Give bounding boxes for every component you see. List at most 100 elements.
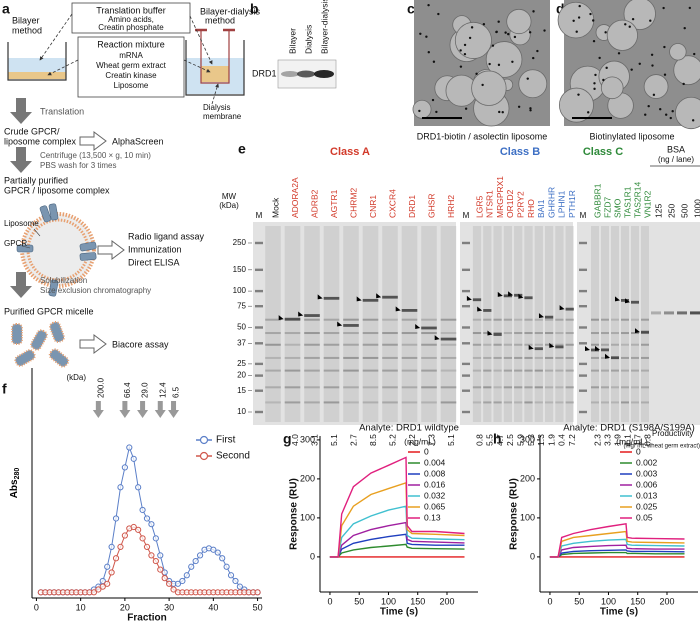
label: Amino acids, <box>108 15 154 24</box>
vesicle <box>506 8 532 35</box>
gold-particle <box>605 66 608 70</box>
ladder-band <box>462 362 470 366</box>
band <box>631 343 639 346</box>
lane-smear <box>641 226 649 422</box>
band <box>362 369 379 372</box>
gold-particle <box>427 3 430 7</box>
data-point <box>139 535 146 542</box>
gold-particle <box>482 23 486 26</box>
band <box>544 343 554 346</box>
target-band <box>284 317 301 321</box>
legend-label: 0.13 <box>424 512 441 522</box>
y-tick-label: 100 <box>520 512 535 522</box>
gold-particle <box>435 110 438 114</box>
band <box>401 332 418 335</box>
ladder-band <box>579 268 587 272</box>
target-band <box>401 309 418 312</box>
ladder-band <box>462 342 470 345</box>
band <box>631 386 639 389</box>
western-blot <box>314 70 334 78</box>
dialysis-beaker <box>185 40 245 96</box>
gold-particle <box>497 20 500 23</box>
data-point <box>219 555 226 562</box>
band <box>524 356 533 359</box>
series-line <box>329 543 465 558</box>
band <box>565 401 574 404</box>
productivity-value: 0.4 <box>557 434 567 446</box>
band <box>503 318 513 321</box>
reagent-box <box>77 36 185 98</box>
gold-particle <box>659 107 662 111</box>
gold-particle <box>511 60 514 63</box>
gold-particle <box>647 104 650 108</box>
class-label: Class C <box>583 146 623 158</box>
x-tick-label: 20 <box>120 602 130 612</box>
productivity-value: 8.5 <box>368 434 378 446</box>
size-marker-label: 6.5 <box>172 386 181 398</box>
productivity-value: 1.1 <box>622 434 632 446</box>
data-point <box>152 557 159 565</box>
ladder-band <box>579 241 587 245</box>
lane-label: HRH2 <box>446 195 456 218</box>
dialysis-beaker <box>200 30 230 84</box>
band <box>440 318 457 321</box>
gold-particle <box>652 93 656 97</box>
marker-lane-label: M <box>256 211 263 220</box>
hollow-arrow <box>97 240 125 260</box>
data-point <box>135 526 142 533</box>
lane-smear <box>534 226 543 422</box>
data-point <box>214 549 221 556</box>
band <box>304 369 320 372</box>
chart-title: Analyte: DRD1 wildtype <box>359 423 459 434</box>
ladder-band <box>255 305 263 308</box>
band-arrowhead <box>497 291 503 297</box>
vesicle <box>606 19 638 51</box>
data-point <box>117 484 124 491</box>
band <box>641 343 649 346</box>
band <box>284 401 301 404</box>
chart-title: Analyte: DRD1 (S198A/S199A) <box>563 423 694 434</box>
lane-label: CXCR4 <box>387 189 397 218</box>
band <box>483 401 492 404</box>
data-point <box>254 589 261 596</box>
label: Creatin phosphate <box>98 23 164 32</box>
dialysis-beaker <box>201 66 229 82</box>
band <box>401 343 418 346</box>
band <box>621 401 629 404</box>
lane-label: BAI1 <box>536 199 546 218</box>
band <box>472 369 482 372</box>
productivity-value: 2.5 <box>505 434 515 446</box>
gpcr <box>48 279 59 297</box>
band <box>421 369 437 372</box>
band-arrowhead <box>585 345 590 351</box>
band <box>534 318 543 321</box>
band <box>483 343 492 346</box>
data-point <box>117 543 124 550</box>
band <box>555 386 564 389</box>
legend-label: 0.065 <box>424 501 446 511</box>
gold-particle <box>693 52 696 56</box>
mw-tick-label: 15 <box>237 386 246 395</box>
x-tick-label: 0 <box>327 596 332 606</box>
band <box>514 356 523 359</box>
legend-title: (mg/mL) <box>404 436 436 446</box>
band <box>544 332 554 335</box>
gel <box>577 222 700 425</box>
gpcr <box>16 244 34 253</box>
band-arrowhead <box>466 295 472 301</box>
lane-label: P2RY2 <box>515 191 525 218</box>
ladder-band <box>462 374 470 377</box>
band-arrowhead <box>487 330 493 336</box>
vesicle <box>669 43 687 61</box>
legend-label: First <box>216 435 236 446</box>
lane-label: LPHN1 <box>557 190 567 218</box>
band <box>611 386 619 389</box>
gold-particle <box>649 19 652 22</box>
target-band <box>483 309 492 312</box>
gold-particle <box>481 83 484 87</box>
label: Reaction mixture <box>97 39 165 49</box>
process-arrow <box>10 272 32 298</box>
band <box>641 369 649 372</box>
size-marker-arrow <box>168 401 180 418</box>
data-point <box>90 589 98 596</box>
